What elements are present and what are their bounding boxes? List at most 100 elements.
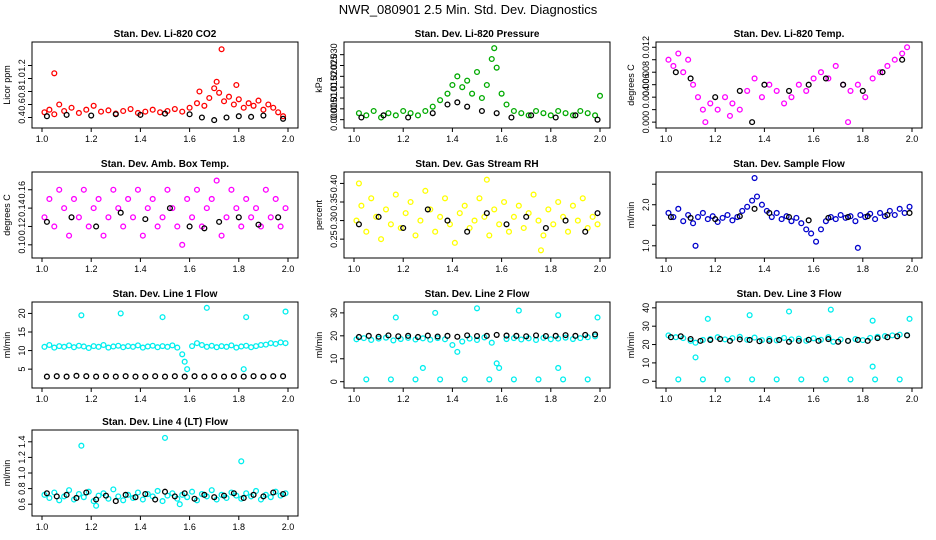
data-point	[744, 203, 751, 210]
data-point	[240, 373, 247, 380]
y-tick-label: 5	[17, 367, 27, 372]
data-point	[488, 339, 495, 346]
panel-5: Stan. Dev. Gas Stream RH percent 1.0 1.2 1.4…	[314, 159, 611, 274]
data-point	[100, 341, 107, 349]
data-point	[555, 312, 562, 319]
data-point	[697, 337, 704, 344]
data-point	[444, 101, 451, 108]
data-point	[672, 334, 679, 341]
data-point	[208, 342, 215, 349]
panel-3: Stan. Dev. Li-820 Temp. degrees C 1.0 1.2 1.…	[626, 29, 923, 144]
data-point	[825, 214, 832, 221]
data-point	[545, 206, 552, 213]
data-point	[478, 94, 485, 102]
data-point	[105, 107, 112, 114]
data-point	[692, 242, 699, 249]
x-tick-label: 1.6	[495, 394, 508, 404]
data-point	[78, 442, 85, 449]
data-point	[171, 106, 178, 113]
data-point	[53, 493, 60, 500]
data-point	[758, 94, 765, 101]
data-point	[43, 490, 50, 497]
x-tick-label: 2.0	[282, 394, 295, 404]
data-point	[739, 207, 746, 214]
data-point	[810, 75, 817, 82]
data-point	[773, 376, 780, 383]
y-tick-label: 0.35	[329, 193, 339, 211]
series-subset	[667, 205, 913, 224]
x-tick-label: 1.2	[397, 264, 410, 274]
data-point	[235, 96, 242, 103]
data-point	[46, 341, 53, 349]
data-point	[746, 336, 753, 344]
data-point	[240, 494, 247, 502]
data-point	[749, 376, 756, 383]
data-point	[83, 373, 90, 380]
data-point	[154, 223, 161, 230]
x-tick-label: 1.4	[134, 522, 147, 532]
data-point	[483, 332, 490, 339]
data-point	[66, 342, 73, 349]
x-tick-label: 1.0	[36, 394, 49, 404]
data-point	[80, 343, 87, 350]
data-point	[486, 376, 493, 383]
data-point	[407, 198, 414, 206]
data-point	[577, 107, 584, 115]
data-point	[493, 64, 500, 71]
x-tick-label: 1.4	[134, 134, 147, 144]
data-point	[61, 205, 68, 212]
data-point	[437, 376, 444, 383]
data-point	[478, 107, 485, 115]
data-point	[270, 373, 277, 380]
y-tick-label: 0.14	[17, 199, 27, 217]
plot-frame	[343, 171, 611, 259]
data-point	[117, 310, 124, 317]
data-point	[43, 218, 50, 225]
data-point	[240, 366, 247, 373]
data-point	[773, 337, 780, 344]
x-tick-label: 1.6	[183, 394, 196, 404]
data-point	[451, 239, 458, 246]
data-point	[687, 214, 694, 221]
data-point	[574, 217, 581, 224]
data-point	[129, 343, 137, 350]
data-point	[859, 337, 866, 344]
series-subset	[355, 206, 601, 235]
data-point	[93, 496, 100, 503]
data-point	[248, 113, 255, 120]
data-point	[680, 69, 687, 76]
data-point	[560, 376, 567, 383]
data-point	[400, 107, 407, 115]
data-point	[387, 376, 394, 383]
series-subset	[355, 331, 599, 341]
data-point	[677, 333, 684, 340]
x-tick-label: 1.2	[85, 394, 98, 404]
data-point	[233, 344, 240, 351]
y-tick-label: 10	[17, 346, 27, 356]
data-point	[387, 221, 394, 228]
data-point	[496, 221, 503, 228]
data-point	[518, 110, 525, 117]
x-tick-label: 1.4	[134, 394, 147, 404]
data-point	[795, 337, 802, 344]
data-point	[216, 89, 223, 96]
data-point	[152, 496, 159, 503]
data-point	[540, 110, 547, 117]
data-point	[569, 112, 576, 119]
data-point	[876, 209, 884, 216]
data-point	[223, 114, 230, 121]
data-point	[85, 344, 92, 352]
y-tick-label: 0.25	[329, 230, 339, 248]
x-tick-label: 1.8	[545, 264, 558, 274]
data-point	[584, 376, 591, 383]
data-point	[483, 210, 490, 217]
data-point	[904, 332, 911, 339]
data-point	[390, 337, 397, 344]
data-point	[255, 97, 262, 104]
data-point	[93, 223, 100, 230]
data-point	[773, 209, 780, 216]
data-point	[835, 338, 842, 345]
data-point	[181, 373, 188, 380]
data-point	[56, 343, 63, 350]
